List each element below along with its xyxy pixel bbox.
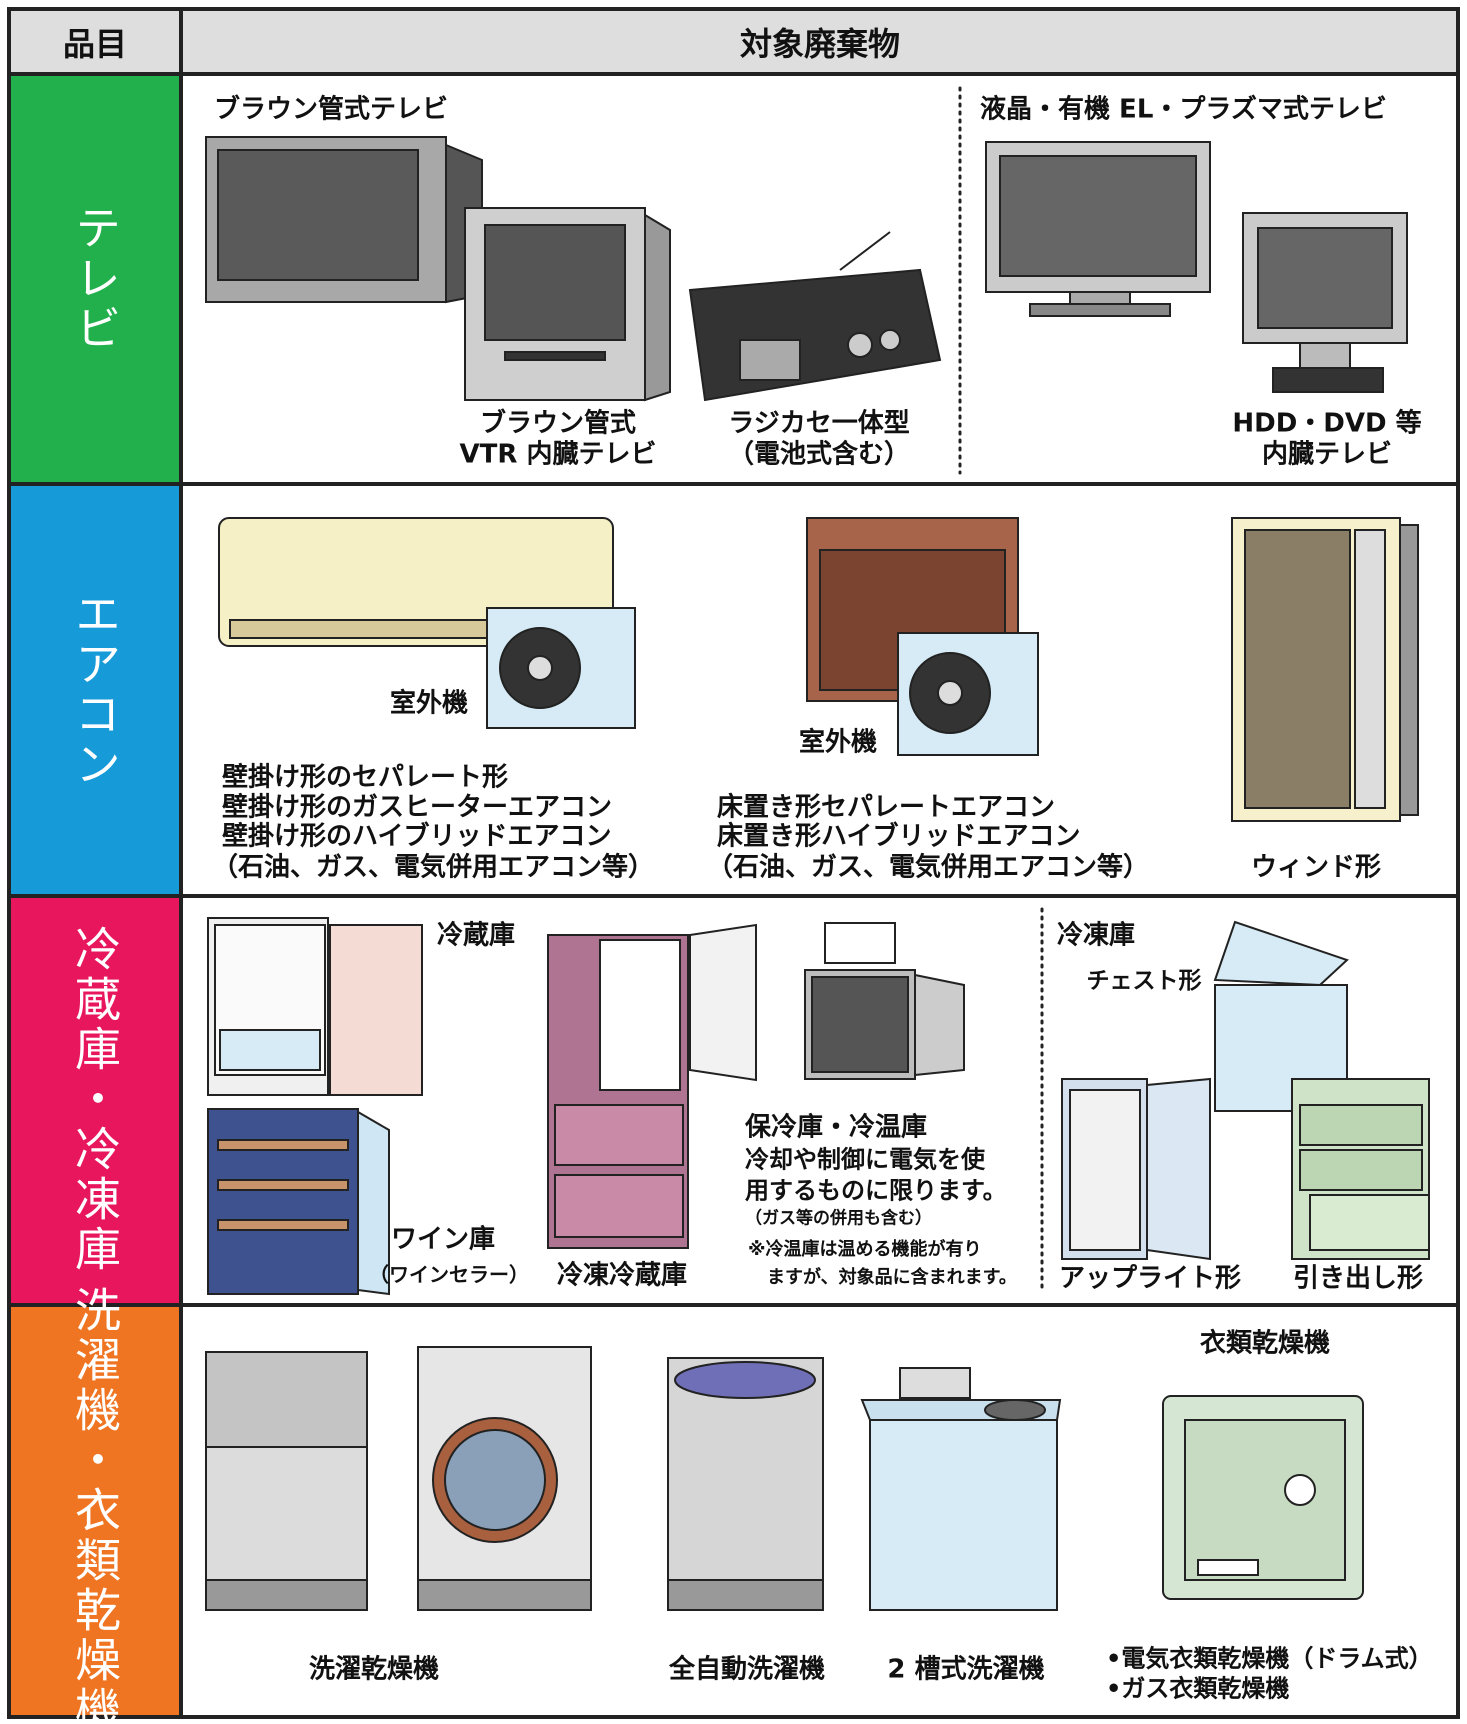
label: 冷凍冷蔵庫 [556,1260,688,1291]
label: 冷蔵庫 [436,920,516,951]
label: 床置き形セパレートエアコン [717,792,1056,823]
label: 保冷庫・冷温庫 [745,1112,928,1143]
label: チェスト形 [1086,968,1202,994]
aircon-cell [9,484,181,896]
label: 室外機 [798,727,878,758]
label: （ガス等の併用も含む） [745,1208,932,1229]
dotted-dividers [958,86,1044,1294]
label: 2 槽式洗濯機 [887,1654,1045,1685]
label: 液晶・有機 EL・プラズマ式テレビ [980,94,1387,125]
label: （電池式含む） [727,439,911,470]
label: 床置き形ハイブリッドエアコン [717,821,1081,852]
category: 冷蔵庫・冷凍庫 [68,925,122,1275]
label: •ガス衣類乾燥機 [1106,1674,1290,1703]
label: 冷却や制御に電気を使 [745,1145,985,1174]
header-bg [9,9,1458,74]
label: 全自動洗濯機 [668,1654,826,1685]
label: ラジカセ一体型 [728,408,910,439]
label: （石油、ガス、電気併用エアコン等） [707,852,1150,883]
label: 内臓テレビ [1261,439,1393,470]
label: （石油、ガス、電気併用エアコン等） [212,852,655,883]
label: 冷凍庫 [1057,920,1136,951]
note: ますが、対象品に含まれます。 [767,1267,1017,1288]
label: （ワインセラー） [369,1262,529,1287]
category: エアコン [68,590,122,790]
label: ブラウン管式 [479,408,637,439]
label: ウィンド形 [1250,852,1382,883]
label: 洗濯乾燥機 [308,1654,440,1685]
header-target: 対象廃棄物 [739,25,901,63]
category: テレビ [68,204,122,354]
label: ワイン庫 [390,1224,496,1255]
category: 洗濯機・衣類乾燥機 [68,1286,122,1724]
appliance-drawings [205,136,1430,1611]
table-lines [7,7,1460,1719]
note: ※冷温庫は温める機能が有り [748,1239,982,1260]
label: 引き出し形 [1292,1263,1424,1294]
label: HDD・DVD 等 [1232,408,1422,439]
label: 室外機 [389,688,469,719]
washer-cell [9,1305,181,1717]
label: ブラウン管式テレビ [214,94,449,125]
label: •電気衣類乾燥機（ドラム式） [1106,1644,1433,1673]
label: VTR 内臓テレビ [459,439,657,470]
label: 壁掛け形のハイブリッドエアコン [222,821,612,852]
tv-cell [9,74,181,484]
label: 壁掛け形のガスヒーターエアコン [222,792,613,823]
label: 壁掛け形のセパレート形 [222,762,509,793]
fridge-cell [9,896,181,1305]
header-item: 品目 [62,25,128,63]
label: 用するものに限ります。 [745,1176,1007,1205]
label: アップライト形 [1058,1263,1242,1294]
label: 衣類乾燥機 [1199,1328,1331,1359]
